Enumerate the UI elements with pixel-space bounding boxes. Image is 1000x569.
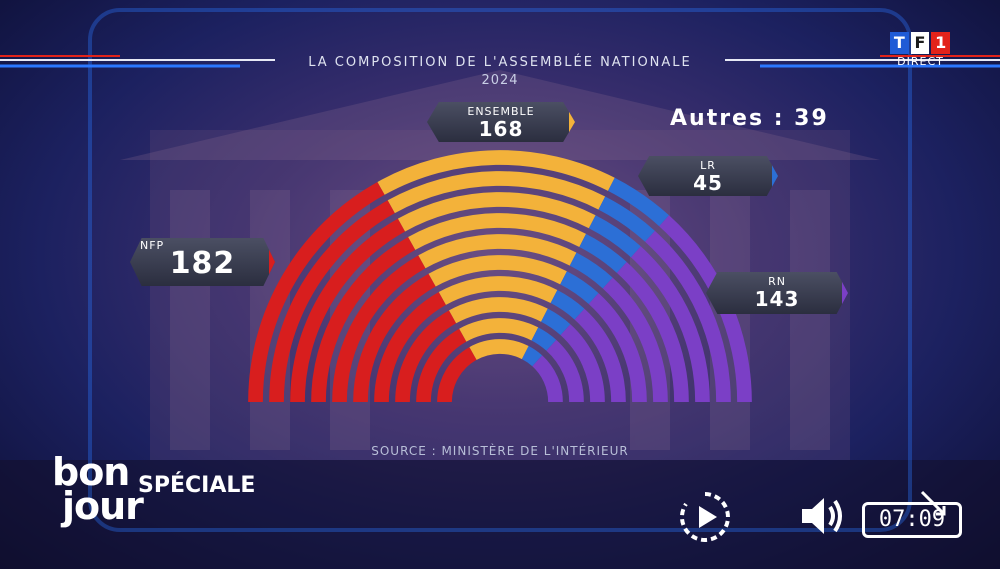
chart-title: LA COMPOSITION DE L'ASSEMBLÉE NATIONALE — [308, 55, 692, 70]
seat-arc-ensemble-ring-1 — [469, 339, 529, 360]
seat-arc-lr-ring-4 — [550, 289, 585, 320]
seat-arc-lr-ring-8 — [588, 215, 641, 258]
show-logo-line1: bon — [52, 450, 130, 494]
party-tag-rn: RN 143 — [706, 272, 848, 314]
show-tagline: SPÉCIALE — [138, 473, 256, 498]
data-source: SOURCE : MINISTÈRE DE L'INTÉRIEUR — [371, 444, 629, 458]
seat-arc-rn-ring-7 — [616, 262, 689, 402]
party-seats-lr: 45 — [693, 171, 723, 195]
party-name-rn: RN — [768, 275, 786, 288]
seat-arc-nfp-ring-8 — [290, 218, 406, 402]
seat-arc-ensemble-ring-7 — [408, 213, 587, 250]
seat-arc-lr-ring-3 — [541, 308, 571, 336]
seat-arc-nfp-ring-5 — [353, 273, 436, 402]
seat-arc-nfp-ring-9 — [269, 200, 395, 402]
seat-arc-rn-ring-8 — [630, 246, 710, 402]
seat-arc-ensemble-ring-3 — [448, 297, 548, 324]
party-tag-nfp: NFP 182 — [130, 238, 275, 286]
seat-arc-ensemble-ring-6 — [418, 234, 577, 269]
seat-arc-rn-ring-2 — [546, 339, 584, 402]
seat-arc-lr-ring-5 — [560, 271, 599, 305]
party-name-ensemble: ENSEMBLE — [467, 105, 535, 118]
party-seats-rn: 143 — [754, 287, 800, 311]
seat-arc-lr-ring-9 — [598, 196, 655, 242]
live-status: DIRECT — [897, 55, 944, 68]
party-seats-ensemble: 168 — [478, 117, 524, 141]
seat-arc-ensemble-ring-8 — [397, 192, 596, 232]
channel-logo: T F 1 — [890, 32, 951, 54]
seat-arc-nfp-ring-6 — [332, 255, 426, 402]
show-logo: bon jour SPÉCIALE — [52, 450, 255, 528]
seat-arc-nfp-ring-10 — [248, 181, 385, 402]
others-count: Autres : 39 — [670, 106, 829, 131]
seat-arc-ensemble-ring-4 — [438, 276, 558, 305]
playback-time[interactable]: 07:09 — [862, 502, 962, 538]
chart-year: 2024 — [481, 73, 519, 88]
seat-arc-lr-ring-7 — [579, 233, 627, 273]
seat-arc-ensemble-ring-10 — [377, 150, 615, 195]
seat-arc-nfp-ring-1 — [437, 347, 477, 402]
seat-arc-lr-ring-10 — [608, 177, 670, 227]
seat-arc-rn-ring-5 — [588, 293, 647, 402]
logo-letter-f: F — [910, 32, 930, 54]
seat-arc-lr-ring-1 — [521, 346, 543, 367]
party-seats-nfp: 182 — [169, 246, 236, 281]
seat-arc-ensemble-ring-2 — [459, 318, 539, 342]
party-tag-ensemble: ENSEMBLE 168 — [427, 102, 575, 142]
seat-arc-ensemble-ring-9 — [387, 171, 606, 214]
seat-arc-lr-ring-6 — [569, 252, 613, 289]
seat-arc-nfp-ring-7 — [311, 237, 416, 402]
seat-arc-nfp-ring-3 — [395, 310, 457, 402]
seat-arc-lr-ring-2 — [531, 327, 557, 351]
seat-arc-rn-ring-6 — [602, 277, 668, 402]
seat-arc-nfp-ring-2 — [416, 328, 467, 402]
replay-icon[interactable] — [678, 490, 732, 544]
party-name-lr: LR — [700, 159, 716, 172]
seat-arc-rn-ring-9 — [645, 230, 731, 402]
show-logo-line2: jour — [62, 484, 144, 528]
seat-arc-rn-ring-4 — [574, 308, 626, 402]
party-tag-lr: LR 45 — [638, 156, 778, 196]
seat-arc-ensemble-ring-5 — [428, 255, 567, 287]
seat-arc-rn-ring-3 — [560, 324, 605, 402]
seat-arc-nfp-ring-4 — [374, 292, 446, 402]
cast-icon[interactable] — [918, 490, 948, 522]
volume-icon[interactable] — [800, 494, 848, 538]
logo-letter-1: 1 — [931, 32, 951, 54]
party-name-nfp: NFP — [140, 239, 165, 252]
seat-arc-rn-ring-1 — [532, 355, 563, 402]
logo-letter-t: T — [890, 32, 909, 54]
